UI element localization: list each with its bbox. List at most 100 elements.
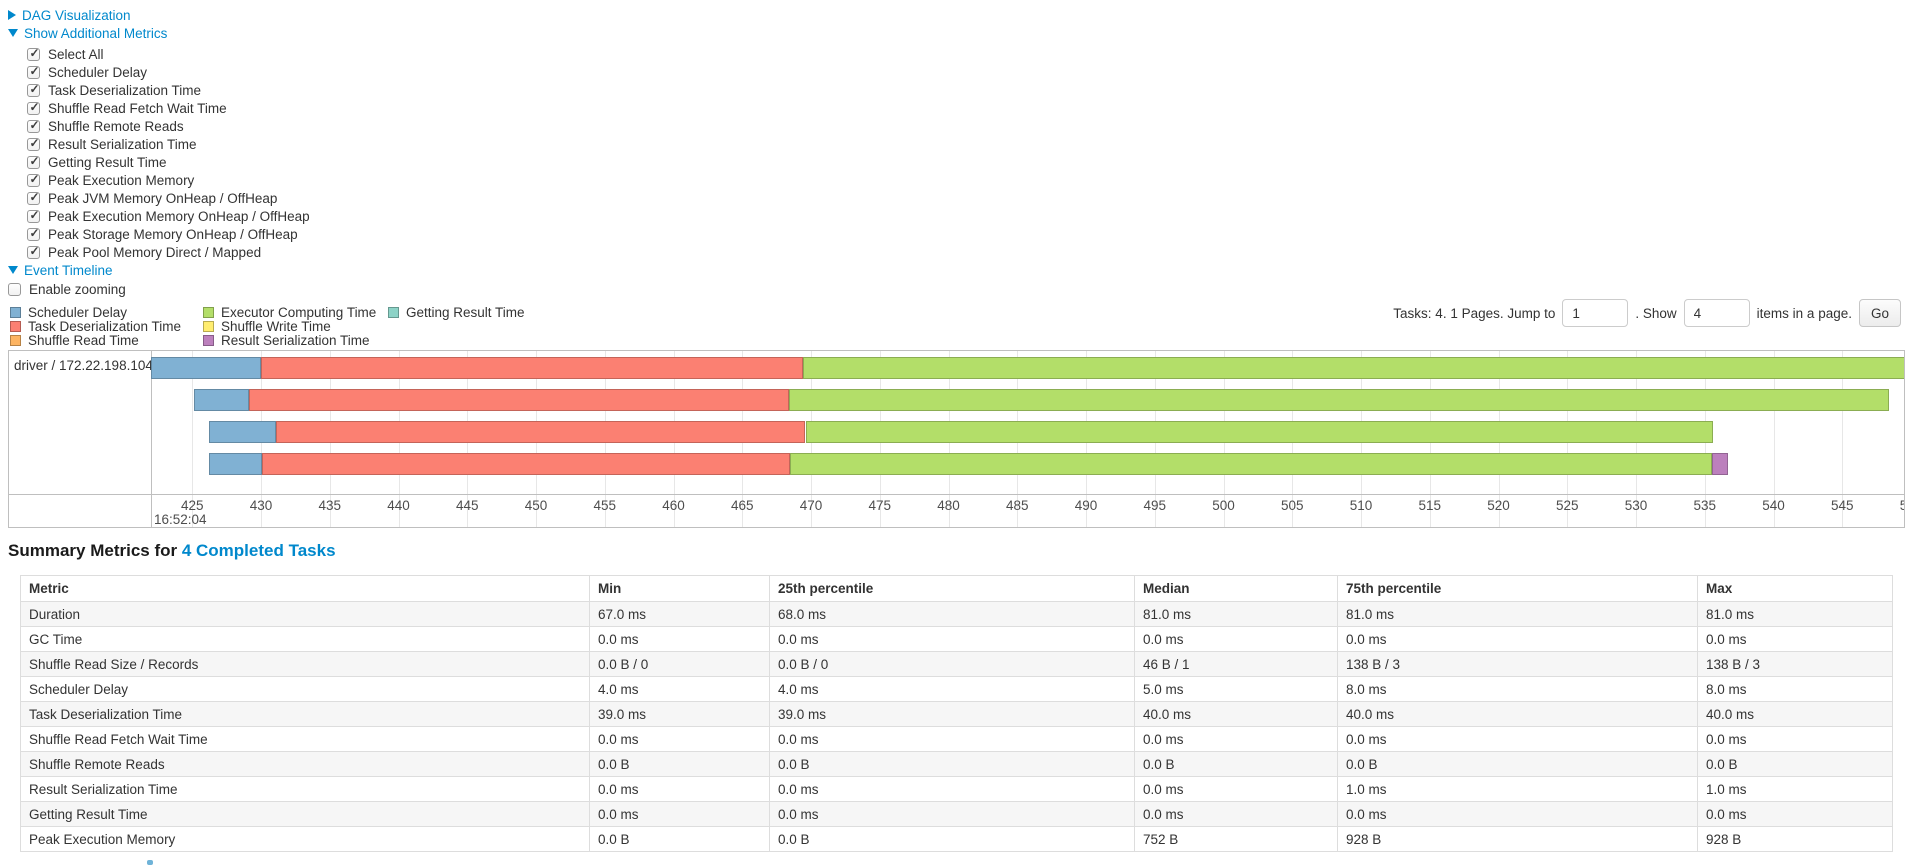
timeline-tick-label: 435 xyxy=(318,498,342,513)
metric-value-cell: 928 B xyxy=(1337,826,1698,852)
legend-label: Getting Result Time xyxy=(406,305,525,320)
metric-name-cell: Getting Result Time xyxy=(20,801,590,827)
metric-checkbox-label: Getting Result Time xyxy=(48,154,167,170)
go-button[interactable]: Go xyxy=(1858,299,1901,327)
metric-checkbox[interactable] xyxy=(27,190,40,205)
metric-value-cell: 67.0 ms xyxy=(589,601,770,627)
event-timeline-link[interactable]: Event Timeline xyxy=(24,262,113,278)
timeline-segment-scheduler-delay[interactable] xyxy=(193,389,249,411)
metric-checkbox-row: Result Serialization Time xyxy=(27,136,197,152)
summary-column-header: Median xyxy=(1134,575,1338,602)
timeline-tick-label: 500 xyxy=(1212,498,1235,513)
timeline-segment-task-deserialization[interactable] xyxy=(276,421,806,443)
summary-metrics-table: Metric Min 25th percentile Median 75th perce… xyxy=(20,575,1893,852)
metric-checkbox[interactable] xyxy=(27,46,40,61)
metric-value-cell: 0.0 B xyxy=(1697,751,1893,777)
metric-name-cell: Duration xyxy=(20,601,590,627)
metric-value-cell: 0.0 ms xyxy=(1697,626,1893,652)
legend-item: Shuffle Write Time xyxy=(203,319,331,334)
timeline-segment-task-deserialization[interactable] xyxy=(262,453,791,475)
metric-checkbox[interactable] xyxy=(27,64,40,79)
metric-name-cell: GC Time xyxy=(20,626,590,652)
metric-value-cell: 0.0 ms xyxy=(589,801,770,827)
enable-zooming-checkbox[interactable] xyxy=(8,282,21,296)
jump-to-page-input[interactable] xyxy=(1562,299,1629,327)
metric-value-cell: 8.0 ms xyxy=(1337,676,1698,702)
timeline-tick-label: 545 xyxy=(1831,498,1854,513)
table-row: Peak Execution Memory 0.0 B 0.0 B 752 B 928 … xyxy=(20,826,1893,852)
metric-checkbox[interactable] xyxy=(27,208,40,223)
timeline-tick-label: 460 xyxy=(662,498,685,513)
timeline-segment-task-deserialization[interactable] xyxy=(248,389,789,411)
metric-name-cell: Shuffle Remote Reads xyxy=(20,751,590,777)
timeline-segment-scheduler-delay[interactable] xyxy=(151,357,261,379)
table-row: Task Deserialization Time 39.0 ms 39.0 ms 4… xyxy=(20,701,1893,727)
legend-item: Executor Computing Time xyxy=(203,305,377,320)
metric-value-cell: 4.0 ms xyxy=(589,676,770,702)
dag-visualization-toggle[interactable]: DAG Visualization xyxy=(8,7,131,23)
timeline-tick-label: 430 xyxy=(249,498,273,513)
metric-checkbox[interactable] xyxy=(27,226,40,241)
table-row: Duration 67.0 ms 68.0 ms 81.0 ms 81.0 ms 81.0… xyxy=(20,601,1893,627)
metric-checkbox[interactable] xyxy=(27,136,40,151)
timeline-major-time-label: 16:52:04 xyxy=(154,512,207,527)
metric-value-cell: 81.0 ms xyxy=(1697,601,1893,627)
metric-checkbox[interactable] xyxy=(27,100,40,115)
metric-value-cell: 0.0 B xyxy=(1134,751,1338,777)
metric-checkbox-label: Task Deserialization Time xyxy=(48,82,202,98)
legend-item: Task Deserialization Time xyxy=(10,319,181,334)
metric-checkbox[interactable] xyxy=(27,172,40,187)
metric-value-cell: 1.0 ms xyxy=(1697,776,1893,802)
scheduler-delay-legend-swatch xyxy=(10,307,21,318)
metric-value-cell: 0.0 B xyxy=(1337,751,1698,777)
timeline-tick-label: 485 xyxy=(1006,498,1029,513)
metric-checkbox-row: Shuffle Remote Reads xyxy=(27,118,184,134)
legend-item: Shuffle Read Time xyxy=(10,333,139,348)
timeline-segment-executor-computing[interactable] xyxy=(802,357,1904,379)
enable-zooming-row: Enable zooming xyxy=(8,281,126,297)
metric-value-cell: 0.0 ms xyxy=(589,776,770,802)
metric-checkbox-label: Result Serialization Time xyxy=(48,136,197,152)
event-timeline-toggle[interactable]: Event Timeline xyxy=(8,262,113,278)
timeline-segment-executor-computing[interactable] xyxy=(790,453,1712,475)
metric-name-cell: Scheduler Delay xyxy=(20,676,590,702)
metric-checkbox-row: Shuffle Read Fetch Wait Time xyxy=(27,100,227,116)
metric-checkbox-row: Peak Execution Memory xyxy=(27,172,194,188)
metric-checkbox[interactable] xyxy=(27,82,40,97)
timeline-segment-result-serialization[interactable] xyxy=(1711,453,1729,475)
metric-value-cell: 40.0 ms xyxy=(1697,701,1893,727)
shuffle-write-legend-swatch xyxy=(203,321,214,332)
timeline-tick-label: 510 xyxy=(1349,498,1373,513)
metric-checkbox-row: Getting Result Time xyxy=(27,154,167,170)
table-row: Getting Result Time 0.0 ms 0.0 ms 0.0 ms 0.0… xyxy=(20,801,1893,827)
timeline-tick-label: 525 xyxy=(1556,498,1579,513)
dag-visualization-link[interactable]: DAG Visualization xyxy=(22,7,131,23)
metric-value-cell: 8.0 ms xyxy=(1697,676,1893,702)
legend-label: Scheduler Delay xyxy=(28,305,128,320)
show-additional-metrics-toggle[interactable]: Show Additional Metrics xyxy=(8,25,167,41)
task-pagination: Tasks: 4. 1 Pages. Jump to . Show items … xyxy=(1393,299,1901,327)
timeline-segment-executor-computing[interactable] xyxy=(805,421,1713,443)
metric-value-cell: 5.0 ms xyxy=(1134,676,1338,702)
metric-checkbox-label: Peak JVM Memory OnHeap / OffHeap xyxy=(48,190,278,206)
metric-value-cell: 928 B xyxy=(1697,826,1893,852)
metric-value-cell: 0.0 ms xyxy=(589,626,770,652)
metric-value-cell: 0.0 ms xyxy=(1337,801,1698,827)
metric-checkbox[interactable] xyxy=(27,118,40,133)
metric-value-cell: 0.0 ms xyxy=(589,726,770,752)
timeline-segment-executor-computing[interactable] xyxy=(789,389,1889,411)
summary-table-header-row: Metric Min 25th percentile Median 75th perce… xyxy=(20,575,1893,602)
timeline-segment-scheduler-delay[interactable] xyxy=(208,421,277,443)
timeline-segment-scheduler-delay[interactable] xyxy=(208,453,263,475)
summary-title-text: Summary Metrics for xyxy=(8,541,182,560)
legend-label: Executor Computing Time xyxy=(221,305,377,320)
show-additional-metrics-link[interactable]: Show Additional Metrics xyxy=(24,25,168,41)
items-per-page-input[interactable] xyxy=(1683,299,1750,327)
timeline-segment-task-deserialization[interactable] xyxy=(261,357,803,379)
timeline-gridline xyxy=(1842,351,1844,527)
completed-tasks-link[interactable]: 4 Completed Tasks xyxy=(181,541,336,560)
metric-checkbox[interactable] xyxy=(27,154,40,169)
table-row: Shuffle Remote Reads 0.0 B 0.0 B 0.0 B 0.0 B… xyxy=(20,751,1893,777)
metric-checkbox[interactable] xyxy=(27,244,40,259)
